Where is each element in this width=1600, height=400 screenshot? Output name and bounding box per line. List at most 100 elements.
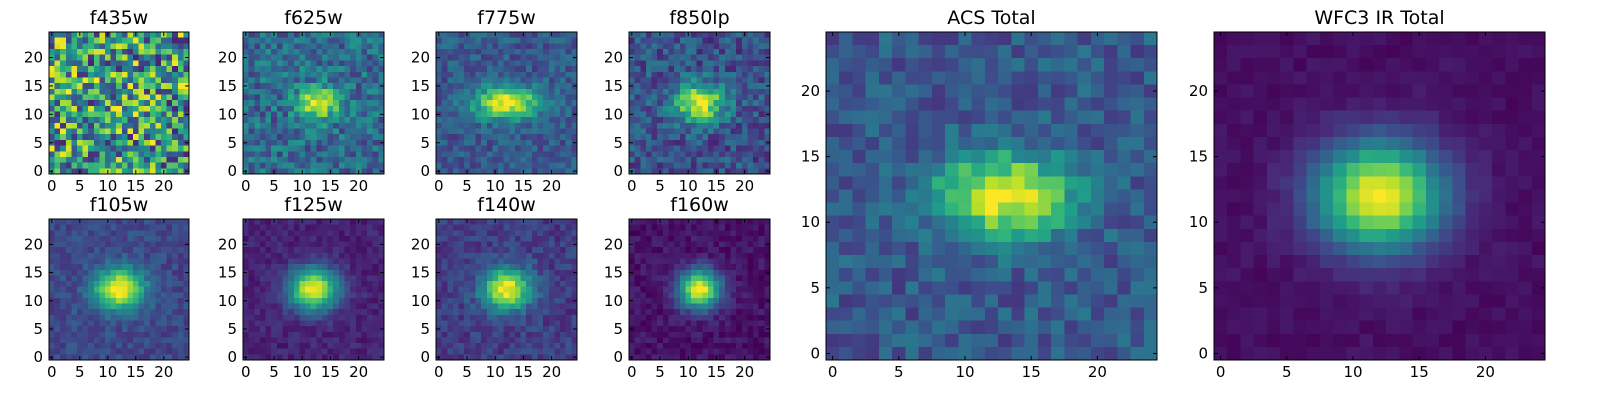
heatmap-cell [121,303,128,310]
heatmap-cell [452,128,460,135]
heatmap-cell [276,219,284,226]
heatmap-cell [724,264,732,271]
heatmap-cell [344,331,351,339]
heatmap-cell [121,219,128,226]
heatmap-cell [49,151,56,158]
heatmap-cell [458,354,465,361]
heatmap-cell [565,343,572,350]
heatmap-cell [509,151,516,158]
heatmap-cell [248,77,255,84]
heatmap-cell [441,235,448,243]
heatmap-cell [138,235,145,243]
heatmap-cell [161,88,168,96]
x-tick-label: 0 [47,177,57,195]
heatmap-cell [316,49,323,56]
heatmap-cell [361,134,368,141]
heatmap-cell [149,94,156,101]
x-tick-label: 15 [321,177,340,195]
heatmap-cell [548,128,556,135]
heatmap-cell [657,122,664,130]
heatmap-cell [350,258,357,265]
heatmap-cell [730,269,737,276]
heatmap-cell [65,43,72,50]
heatmap-cell [282,43,289,50]
heatmap-cell [327,122,334,130]
heatmap-cell [475,100,482,107]
heatmap-cell [82,269,89,276]
heatmap-cell [271,43,278,50]
heatmap-cell [554,348,561,355]
heatmap-cell [753,264,760,271]
heatmap-cell [338,252,346,260]
heatmap-cell [753,49,760,56]
heatmap-cell [645,139,653,147]
heatmap-cell [441,343,448,350]
heatmap-cell [367,320,374,327]
heatmap-cell [565,37,572,44]
heatmap-cell [629,60,636,67]
heatmap-cell [293,337,300,344]
heatmap-cell [662,88,670,96]
heatmap-cell [696,151,703,158]
heatmap-cell [177,314,184,322]
heatmap-cell [248,303,255,310]
heatmap-cell [702,286,709,293]
heatmap-cell [486,128,493,135]
heatmap-cell [441,71,448,79]
heatmap-cell [372,128,379,135]
heatmap-cell [282,309,289,316]
heatmap-cell [713,252,720,260]
heatmap-cell [60,326,67,333]
heatmap-cell [645,66,653,73]
heatmap-cell [565,348,572,355]
heatmap-cell [560,320,567,327]
heatmap-cell [71,354,78,361]
heatmap-cell [177,241,184,248]
heatmap-cell [355,286,363,293]
heatmap-cell [305,269,312,276]
heatmap-cell [447,314,454,322]
heatmap-cell [265,348,272,355]
heatmap-cell [730,235,737,243]
heatmap-cell [127,83,134,90]
heatmap-cell [685,224,692,231]
heatmap-cell [121,43,128,50]
heatmap-cell [265,77,272,84]
heatmap-cell [696,247,703,254]
heatmap-cell [724,128,732,135]
y-tick-label: 15 [24,77,43,95]
heatmap-cell [327,297,334,305]
heatmap-cell [338,37,346,44]
heatmap-cell [531,122,539,130]
heatmap-cell [441,331,448,339]
heatmap-cell [265,275,272,282]
heatmap-cell [758,77,765,84]
heatmap-cell [498,252,505,260]
heatmap-cell [741,117,749,124]
heatmap-cell [736,264,743,271]
heatmap-cell [316,292,323,299]
heatmap-cell [713,134,720,141]
heatmap-cell [288,54,295,61]
heatmap-cell [288,320,295,327]
heatmap-cell [105,224,112,231]
heatmap-cell [248,151,255,158]
heatmap-cell [133,314,140,322]
heatmap-cell [172,275,179,282]
heatmap-cell [492,230,499,237]
heatmap-cell [265,320,272,327]
heatmap-cell [259,151,267,158]
heatmap-cell [105,77,112,84]
heatmap-cell [144,66,151,73]
heatmap-cell [372,343,379,350]
heatmap-cell [531,111,539,118]
heatmap-cell [543,303,550,310]
heatmap-cell [645,43,653,50]
heatmap-cell [65,224,72,231]
heatmap-cell [282,105,289,113]
heatmap-cell [93,241,100,248]
heatmap-cell [116,77,123,84]
heatmap-cell [155,60,162,67]
heatmap-cell [293,326,300,333]
heatmap-cell [531,128,539,135]
